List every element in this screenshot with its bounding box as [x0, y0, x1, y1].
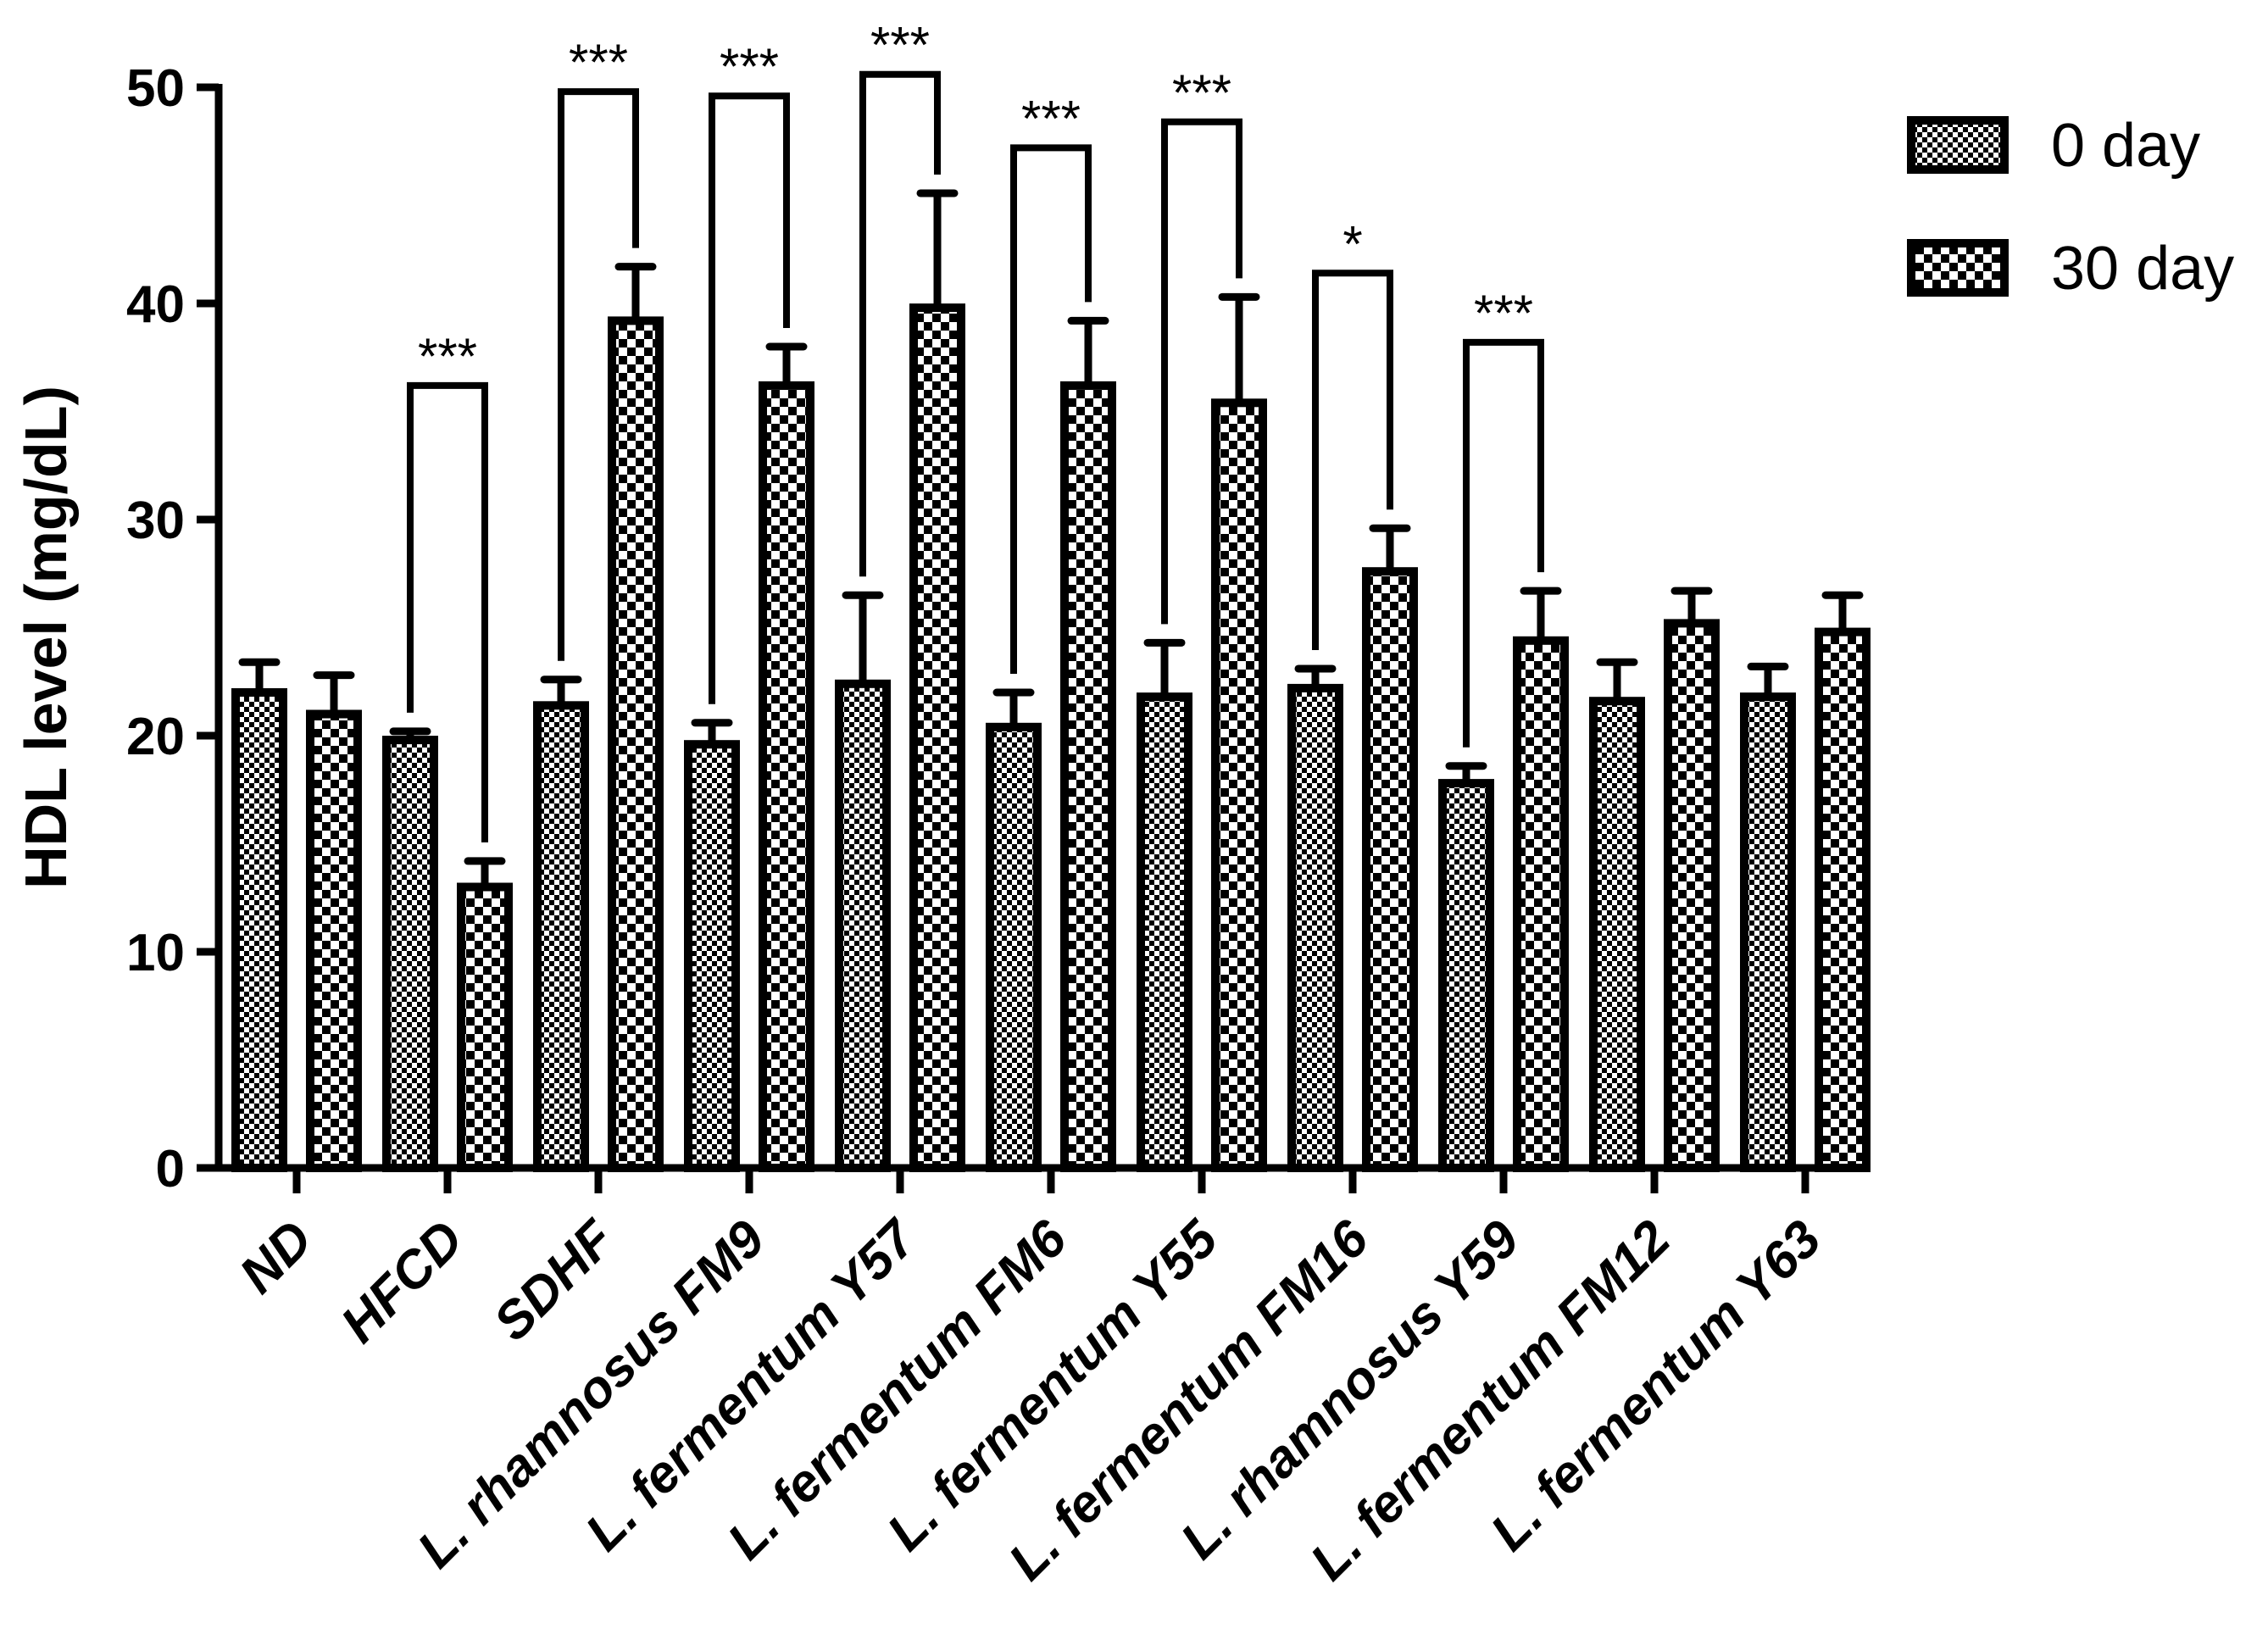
- bars: [231, 303, 1871, 1173]
- bar-day30: [1664, 619, 1720, 1172]
- x-tick-label: HFCD: [330, 1209, 475, 1354]
- bar-day30: [1211, 398, 1267, 1172]
- error-bars: [238, 189, 1864, 887]
- bar-day30: [1060, 381, 1116, 1172]
- significance-label: *: [1342, 215, 1362, 272]
- y-axis-title: HDL level (mg/dL): [13, 386, 79, 889]
- significance-label: ***: [569, 34, 628, 91]
- significance-label: ***: [720, 38, 779, 95]
- legend-swatch-day0: [1907, 116, 2009, 174]
- x-tick-label: ND: [229, 1209, 324, 1304]
- bar-day0: [835, 679, 891, 1172]
- bar-day30: [457, 882, 513, 1172]
- y-tick-label: 20: [126, 708, 185, 766]
- significance-bracket: [558, 88, 639, 661]
- y-tick-label: 0: [156, 1140, 185, 1198]
- significance-label: ***: [870, 17, 930, 74]
- y-tick-label: 10: [126, 924, 185, 982]
- significance-bracket: [1463, 338, 1544, 748]
- significance-label: ***: [1474, 285, 1533, 342]
- y-tick-label: 30: [126, 492, 185, 550]
- bar-day0: [382, 736, 438, 1172]
- legend-label-day0: 0 day: [2051, 112, 2200, 180]
- bar-day30: [1362, 567, 1418, 1172]
- y-axis: 0 10 20 30 40 50: [126, 59, 223, 1198]
- bar-day0: [533, 701, 589, 1172]
- significance-label: ***: [1021, 90, 1081, 147]
- significance-bracket: [1010, 144, 1092, 674]
- bar-day0: [1137, 692, 1192, 1172]
- bar-day30: [909, 303, 965, 1173]
- bar-day0: [1589, 697, 1645, 1172]
- bar-day0: [986, 722, 1042, 1172]
- bar-day0: [684, 740, 740, 1172]
- significance-bracket: [1312, 270, 1393, 650]
- bar-day30: [1513, 636, 1569, 1172]
- significance-label: ***: [1172, 64, 1231, 121]
- significance-bracket: [859, 70, 941, 577]
- significance-brackets: ****** *** ****** *******: [407, 17, 1544, 842]
- bar-day0: [1438, 779, 1494, 1172]
- bar-day30: [306, 709, 362, 1172]
- bar-day30: [759, 381, 814, 1172]
- legend-swatch-day30: [1907, 239, 2009, 297]
- bar-day30: [1815, 627, 1871, 1172]
- bar-day30: [608, 316, 664, 1172]
- y-tick-label: 40: [126, 275, 185, 334]
- significance-bracket: [1161, 118, 1242, 625]
- bar-day0: [231, 688, 287, 1172]
- bar-day0: [1287, 683, 1343, 1172]
- significance-bracket: [709, 92, 790, 704]
- significance-label: ***: [418, 328, 477, 385]
- bar-day0: [1740, 692, 1796, 1172]
- legend: 0 day 30 day: [1907, 112, 2234, 303]
- x-tick-label: SDHF: [483, 1209, 627, 1353]
- legend-label-day30: 30 day: [2051, 235, 2234, 303]
- y-tick-label: 50: [126, 59, 185, 118]
- significance-bracket: [407, 381, 488, 842]
